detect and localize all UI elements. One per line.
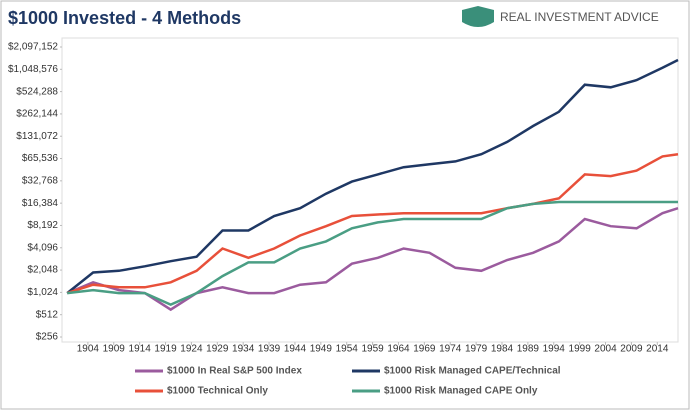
x-tick-label: 2004 (594, 344, 617, 355)
x-tick-label: 2014 (646, 344, 669, 355)
y-tick-label: $1,048,576 (8, 64, 58, 75)
y-tick-label: $2,097,152 (8, 42, 58, 53)
logo-text: REAL INVESTMENT ADVICE (500, 10, 659, 24)
logo-icon (462, 6, 494, 27)
plot-area (61, 37, 679, 343)
y-tick-label: $512 (36, 309, 59, 320)
series-line (67, 200, 678, 306)
x-tick-label: 1909 (103, 344, 126, 355)
series-line (66, 152, 679, 295)
y-tick-label: $8,192 (27, 220, 58, 231)
legend-label: $1000 Risk Managed CAPE/Technical (384, 366, 561, 377)
legend-label: $1000 Risk Managed CAPE Only (384, 386, 538, 397)
x-tick-label: 1954 (336, 344, 359, 355)
x-tick-label: 1929 (206, 344, 229, 355)
x-tick-label: 1934 (232, 344, 255, 355)
x-tick-label: 1924 (180, 344, 203, 355)
x-tick-label: 1959 (361, 344, 384, 355)
x-tick-label: 1994 (543, 344, 566, 355)
x-tick-label: 1974 (439, 344, 462, 355)
legend-label: $1000 Technical Only (167, 386, 268, 397)
y-tick-label: $4,096 (27, 242, 58, 253)
x-tick-label: 1939 (258, 344, 281, 355)
x-tick-label: 1989 (517, 344, 540, 355)
x-tick-label: 2009 (620, 344, 643, 355)
y-tick-label: $262,144 (16, 109, 58, 120)
y-tick-label: $524,288 (16, 86, 58, 97)
x-tick-label: 1914 (129, 344, 152, 355)
y-tick-label: $1,024 (27, 287, 58, 298)
x-tick-label: 1984 (491, 344, 514, 355)
x-tick-label: 1979 (465, 344, 488, 355)
y-tick-label: $65,536 (22, 153, 59, 164)
x-tick-label: 1969 (413, 344, 436, 355)
y-tick-label: $16,384 (22, 198, 59, 209)
x-tick-label: 1964 (387, 344, 410, 355)
legend-label: $1000 In Real S&P 500 Index (167, 366, 302, 377)
series-line (66, 58, 679, 295)
y-tick-label: $131,072 (16, 131, 58, 142)
y-tick-label: $2,048 (27, 265, 58, 276)
x-tick-label: 1904 (77, 344, 100, 355)
x-tick-label: 1999 (569, 344, 592, 355)
y-tick-label: $32,768 (22, 175, 59, 186)
y-tick-label: $256 (36, 332, 59, 343)
series-line (66, 207, 679, 312)
x-tick-label: 1919 (154, 344, 177, 355)
x-tick-label: 1944 (284, 344, 307, 355)
chart-title: $1000 Invested - 4 Methods (8, 8, 241, 28)
x-tick-label: 1949 (310, 344, 333, 355)
